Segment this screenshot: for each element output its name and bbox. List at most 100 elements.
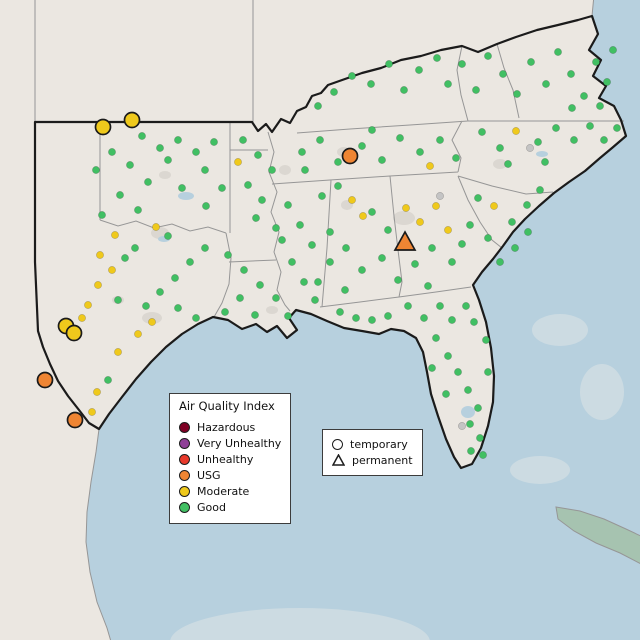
aqi-monitor-point[interactable]: [466, 420, 474, 428]
aqi-monitor-point[interactable]: [484, 234, 492, 242]
aqi-monitor-point[interactable]: [378, 156, 386, 164]
aqi-monitor-point[interactable]: [202, 202, 210, 210]
aqi-monitor-point[interactable]: [368, 316, 376, 324]
aqi-monitor-point[interactable]: [224, 251, 232, 259]
aqi-monitor-point[interactable]: [603, 78, 611, 86]
aqi-monitor-point[interactable]: [308, 241, 316, 249]
aqi-monitor-point[interactable]: [484, 52, 492, 60]
aqi-monitor-point[interactable]: [368, 126, 376, 134]
aqi-monitor-point[interactable]: [192, 314, 200, 322]
aqi-monitor-point[interactable]: [426, 162, 434, 170]
aqi-monitor-point[interactable]: [156, 144, 164, 152]
aqi-monitor-point[interactable]: [479, 451, 487, 459]
aqi-monitor-point[interactable]: [256, 281, 264, 289]
aqi-monitor-point[interactable]: [98, 211, 106, 219]
aqi-monitor-point[interactable]: [527, 58, 535, 66]
aqi-monitor-point[interactable]: [192, 148, 200, 156]
aqi-monitor-point[interactable]: [420, 314, 428, 322]
aqi-monitor-point[interactable]: [400, 86, 408, 94]
aqi-monitor-point[interactable]: [342, 244, 350, 252]
aqi-monitor-point[interactable]: [367, 80, 375, 88]
aqi-monitor-point[interactable]: [552, 124, 560, 132]
aqi-monitor-point[interactable]: [300, 278, 308, 286]
aqi-monitor-point[interactable]: [92, 166, 100, 174]
aqi-monitor-point[interactable]: [284, 201, 292, 209]
aqi-monitor-point[interactable]: [336, 308, 344, 316]
aqi-monitor-point[interactable]: [567, 70, 575, 78]
aqi-monitor-point[interactable]: [348, 72, 356, 80]
aqi-monitor-point[interactable]: [88, 408, 96, 416]
aqi-monitor-point[interactable]: [458, 422, 466, 430]
aqi-monitor-point[interactable]: [178, 184, 186, 192]
aqi-monitor-point[interactable]: [221, 308, 229, 316]
aqi-monitor-point[interactable]: [534, 138, 542, 146]
aqi-monitor-point[interactable]: [415, 66, 423, 74]
aqi-monitor-point[interactable]: [210, 138, 218, 146]
aqi-monitor-point[interactable]: [134, 206, 142, 214]
aqi-monitor-point[interactable]: [268, 166, 276, 174]
aqi-monitor-point[interactable]: [444, 226, 452, 234]
aqi-monitor-point[interactable]: [474, 194, 482, 202]
aqi-monitor-point[interactable]: [476, 434, 484, 442]
aqi-monitor-point[interactable]: [314, 278, 322, 286]
aqi-monitor-point[interactable]: [352, 314, 360, 322]
aqi-monitor-point[interactable]: [384, 226, 392, 234]
aqi-monitor-point[interactable]: [464, 386, 472, 394]
aqi-monitor-point[interactable]: [254, 151, 262, 159]
aqi-monitor-point[interactable]: [526, 144, 534, 152]
aqi-monitor-point[interactable]: [174, 304, 182, 312]
aqi-monitor-point[interactable]: [326, 228, 334, 236]
aqi-monitor-point[interactable]: [592, 58, 600, 66]
aqi-monitor-point[interactable]: [470, 318, 478, 326]
aqi-monitor-point[interactable]: [442, 390, 450, 398]
aqi-monitor-point[interactable]: [448, 316, 456, 324]
aqi-monitor-point[interactable]: [580, 92, 588, 100]
aqi-monitor-point[interactable]: [234, 158, 242, 166]
aqi-monitor-point[interactable]: [114, 296, 122, 304]
aqi-monitor-point[interactable]: [432, 334, 440, 342]
aqi-monitor-point[interactable]: [201, 166, 209, 174]
aqi-monitor-point[interactable]: [240, 266, 248, 274]
aqi-monitor-point[interactable]: [252, 214, 260, 222]
aqi-monitor-point[interactable]: [416, 218, 424, 226]
aqi-monitor-point[interactable]: [536, 186, 544, 194]
aqi-monitor-point[interactable]: [600, 136, 608, 144]
aqi-monitor-point[interactable]: [314, 102, 322, 110]
aqi-monitor-point[interactable]: [596, 102, 604, 110]
aqi-monitor-point[interactable]: [454, 368, 462, 376]
aqi-monitor-point[interactable]: [496, 258, 504, 266]
aqi-monitor-point[interactable]: [467, 447, 475, 455]
aqi-monitor-point[interactable]: [258, 196, 266, 204]
aqi-monitor-point[interactable]: [104, 376, 112, 384]
aqi-monitor-point[interactable]: [462, 302, 470, 310]
aqi-monitor-point[interactable]: [428, 364, 436, 372]
aqi-monitor-point[interactable]: [334, 158, 342, 166]
aqi-monitor-point[interactable]: [523, 201, 531, 209]
aqi-monitor-point[interactable]: [326, 258, 334, 266]
aqi-monitor-point[interactable]: [444, 80, 452, 88]
aqi-monitor-point[interactable]: [458, 240, 466, 248]
aqi-monitor-point[interactable]: [472, 86, 480, 94]
aqi-monitor-point[interactable]: [114, 348, 122, 356]
aqi-monitor-point[interactable]: [499, 70, 507, 78]
aqi-monitor-point[interactable]: [458, 60, 466, 68]
aqi-monitor-point[interactable]: [436, 136, 444, 144]
aqi-monitor-point[interactable]: [508, 218, 516, 226]
aqi-monitor-permanent[interactable]: [393, 230, 417, 251]
aqi-monitor-point[interactable]: [239, 136, 247, 144]
aqi-monitor-point[interactable]: [93, 388, 101, 396]
aqi-monitor-point[interactable]: [444, 352, 452, 360]
aqi-monitor-point[interactable]: [512, 127, 520, 135]
aqi-monitor-temporary[interactable]: [123, 111, 141, 129]
aqi-monitor-point[interactable]: [164, 156, 172, 164]
aqi-monitor-point[interactable]: [436, 302, 444, 310]
aqi-monitor-point[interactable]: [478, 128, 486, 136]
aqi-monitor-point[interactable]: [111, 231, 119, 239]
aqi-monitor-point[interactable]: [411, 260, 419, 268]
aqi-monitor-point[interactable]: [348, 196, 356, 204]
aqi-monitor-point[interactable]: [359, 212, 367, 220]
aqi-monitor-point[interactable]: [511, 244, 519, 252]
aqi-monitor-point[interactable]: [609, 46, 617, 54]
aqi-monitor-point[interactable]: [121, 254, 129, 262]
